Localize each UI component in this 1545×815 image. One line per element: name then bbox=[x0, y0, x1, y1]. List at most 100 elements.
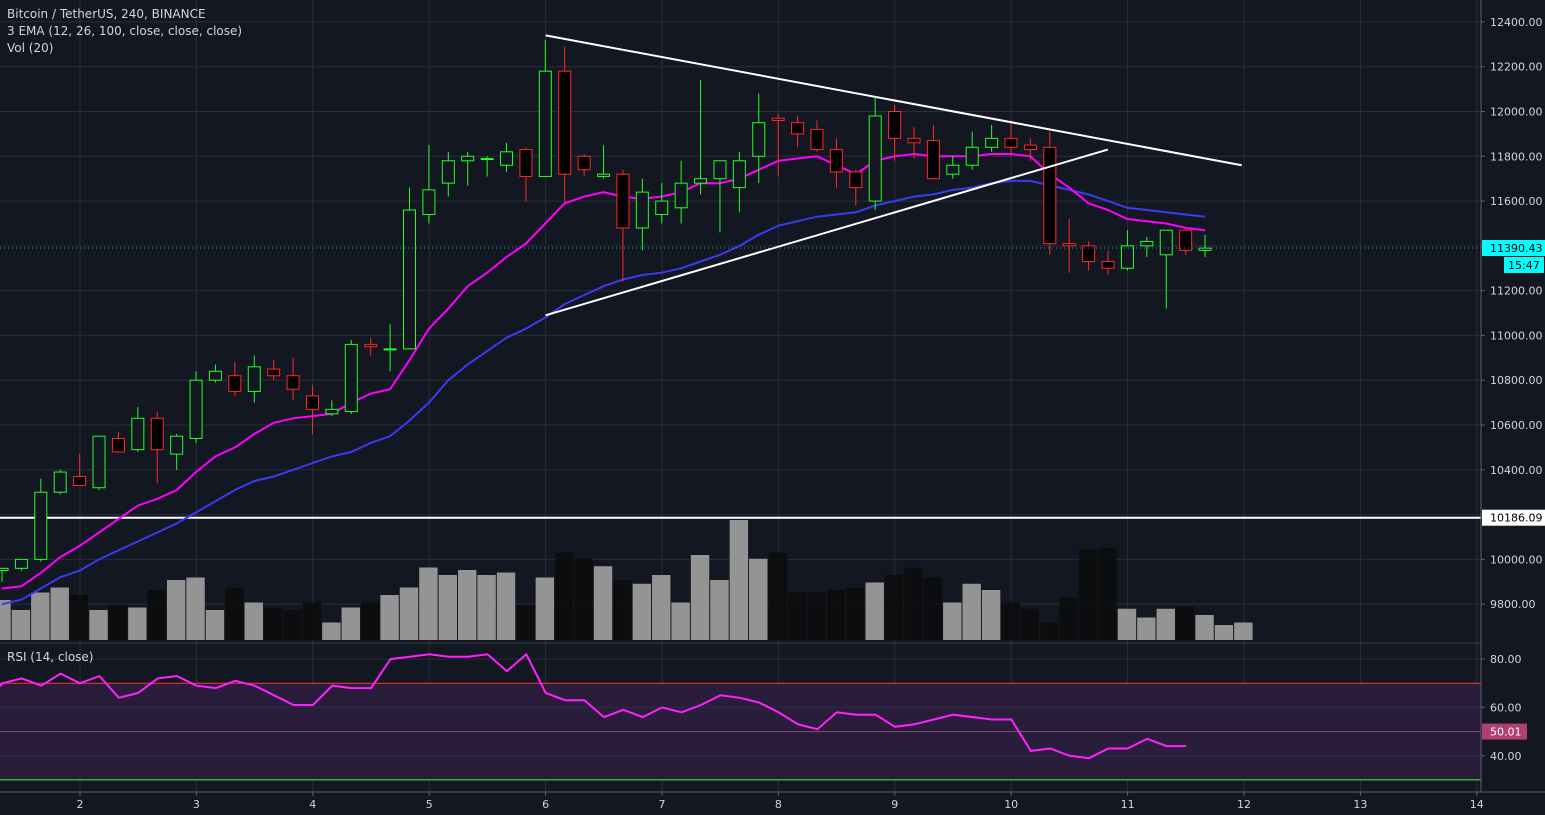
volume-bar bbox=[147, 590, 166, 640]
candle-body bbox=[694, 178, 708, 184]
volume-bar bbox=[11, 610, 31, 640]
candle-body bbox=[635, 191, 649, 229]
volume-bar bbox=[1117, 608, 1137, 640]
rsi-axis-label: 60.00 bbox=[1490, 701, 1522, 714]
candle-body bbox=[926, 140, 940, 180]
time-axis-label: 14 bbox=[1470, 798, 1484, 811]
candle-body bbox=[1082, 245, 1096, 263]
volume-bar bbox=[943, 602, 962, 640]
volume-bar bbox=[458, 570, 477, 640]
volume-bar bbox=[244, 602, 263, 640]
candle bbox=[1140, 236, 1154, 258]
candle bbox=[829, 138, 843, 188]
candle bbox=[791, 115, 805, 148]
price-axis-label: 10800.00 bbox=[1490, 374, 1543, 387]
candle bbox=[810, 120, 824, 152]
volume-bar bbox=[613, 580, 632, 640]
candle-body bbox=[752, 122, 766, 157]
candle-body bbox=[732, 160, 746, 189]
candle-body bbox=[1198, 247, 1212, 251]
volume-bar bbox=[1156, 608, 1175, 640]
candle bbox=[985, 124, 999, 152]
volume-bar bbox=[904, 567, 923, 640]
candle-body bbox=[111, 437, 125, 453]
candle-body bbox=[1004, 137, 1018, 148]
candle bbox=[694, 80, 708, 195]
candle bbox=[577, 154, 591, 177]
candle bbox=[1198, 234, 1212, 258]
candle-body bbox=[810, 128, 824, 151]
candle bbox=[0, 567, 9, 582]
price-axis-label: 10400.00 bbox=[1490, 464, 1543, 477]
volume-bar bbox=[884, 575, 904, 640]
volume-bar bbox=[574, 558, 593, 640]
rsi-value-badge bbox=[1482, 723, 1527, 740]
volume-bar bbox=[1098, 547, 1117, 640]
volume-bar bbox=[31, 592, 50, 640]
rsi-line bbox=[0, 652, 1186, 760]
volume-bar bbox=[477, 575, 496, 640]
price-axis-label: 12400.00 bbox=[1490, 16, 1543, 29]
volume-bar bbox=[535, 577, 555, 640]
volume-bar bbox=[302, 602, 322, 640]
volume-bar bbox=[496, 572, 516, 640]
candle-body bbox=[0, 567, 9, 572]
candle bbox=[53, 469, 67, 495]
candle bbox=[1062, 218, 1076, 273]
volume-bar bbox=[283, 610, 302, 640]
candle bbox=[14, 558, 28, 571]
candle bbox=[888, 104, 902, 161]
candle bbox=[344, 339, 358, 414]
candle bbox=[635, 178, 649, 251]
candle-body bbox=[461, 155, 475, 162]
volume-bar bbox=[360, 602, 380, 640]
rsi-indicator-label[interactable]: RSI (14, close) bbox=[7, 650, 94, 664]
candle-body bbox=[383, 348, 397, 351]
candle-body bbox=[402, 209, 416, 350]
candle-body bbox=[597, 173, 611, 177]
candle bbox=[383, 324, 397, 372]
time-axis-label: 12 bbox=[1237, 798, 1251, 811]
price-axis-label: 11800.00 bbox=[1490, 150, 1543, 163]
candle-body bbox=[849, 171, 863, 189]
candle bbox=[1082, 241, 1096, 271]
candle-body bbox=[829, 149, 843, 173]
last-price-badge bbox=[1482, 240, 1545, 257]
volume-bar bbox=[50, 587, 69, 640]
time-axis-label: 6 bbox=[542, 798, 549, 811]
volume-bar bbox=[923, 577, 943, 640]
volume-bar bbox=[263, 607, 283, 640]
volume-bar bbox=[1040, 622, 1059, 640]
candle-body bbox=[1101, 261, 1115, 269]
candle-body bbox=[92, 435, 106, 489]
volume-indicator-label[interactable]: Vol (20) bbox=[7, 41, 54, 55]
symbol-title[interactable]: Bitcoin / TetherUS, 240, BINANCE bbox=[7, 7, 206, 21]
candle bbox=[868, 98, 882, 211]
volume-bar bbox=[108, 605, 128, 640]
volume-bar bbox=[632, 583, 652, 640]
candle bbox=[732, 151, 746, 213]
volume-bar bbox=[380, 595, 399, 640]
candle-body bbox=[791, 122, 805, 135]
candle bbox=[965, 131, 979, 170]
price-axis-label: 12200.00 bbox=[1490, 61, 1543, 74]
time-axis-label: 5 bbox=[426, 798, 433, 811]
candle-body bbox=[189, 379, 203, 439]
volume-bar bbox=[729, 520, 749, 640]
candle-body bbox=[1062, 243, 1076, 247]
hline-price-badge bbox=[1482, 509, 1545, 526]
volume-bar bbox=[865, 582, 884, 640]
candle-body bbox=[1043, 146, 1057, 245]
candle bbox=[1120, 230, 1134, 271]
candle-body bbox=[1120, 245, 1134, 269]
volume-bar bbox=[981, 590, 1001, 640]
volume-bar bbox=[826, 590, 846, 640]
volume-bar bbox=[690, 555, 710, 640]
ema-indicator-label[interactable]: 3 EMA (12, 26, 100, close, close, close) bbox=[7, 24, 243, 38]
candle bbox=[461, 151, 475, 186]
candle bbox=[170, 433, 184, 470]
volume-bar bbox=[710, 580, 729, 640]
candle-body bbox=[73, 476, 87, 486]
candle-body bbox=[14, 558, 28, 569]
